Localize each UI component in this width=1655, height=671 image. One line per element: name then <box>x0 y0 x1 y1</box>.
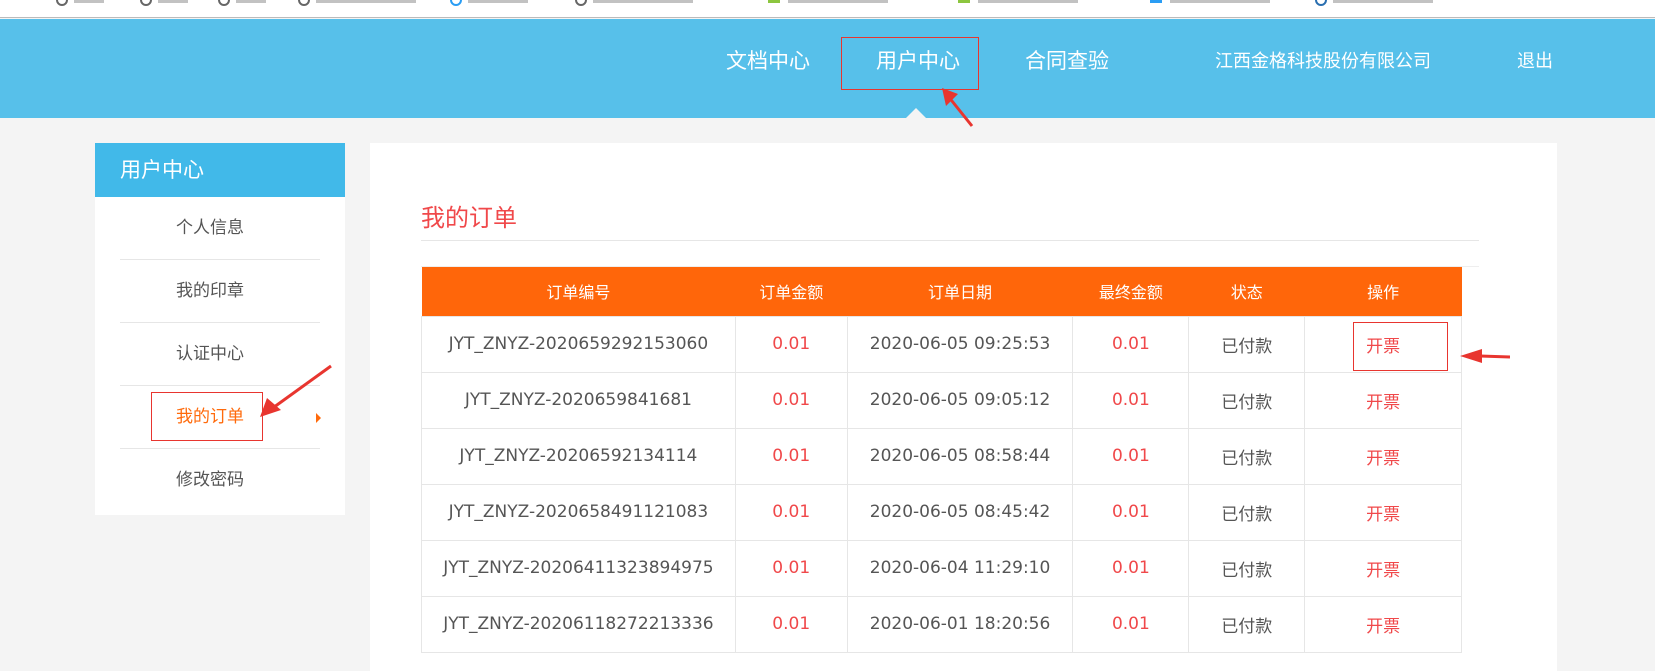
date: 2020-06-01 18:20:56 <box>846 595 1074 653</box>
sidebar-title: 用户中心 <box>95 143 345 197</box>
sidebar-item-orders[interactable]: 我的订单 <box>120 386 321 449</box>
bookmark-icon[interactable] <box>1315 0 1327 6</box>
sidebar-item-label: 认证中心 <box>176 344 244 364</box>
table-row: JYT_ZNYZ-2020659292153060 0.01 2020-06-05 … <box>421 315 1462 373</box>
status: 已付款 <box>1188 595 1306 653</box>
sidebar-item-seals[interactable]: 我的印章 <box>120 260 320 323</box>
invoice-button[interactable]: 开票 <box>1304 539 1462 597</box>
col-date: 订单日期 <box>847 267 1073 316</box>
annotation-arrow-icon <box>260 364 332 417</box>
final-amount: 0.01 <box>1072 371 1190 429</box>
final-amount: 0.01 <box>1072 595 1190 653</box>
nav-contract-verify[interactable]: 合同查验 <box>1025 49 1109 73</box>
final-amount: 0.01 <box>1072 427 1190 485</box>
annotation-box <box>1353 322 1448 371</box>
bookmark-icon[interactable] <box>450 0 462 6</box>
col-action: 操作 <box>1304 267 1462 316</box>
annotation-arrow-icon <box>942 88 974 127</box>
bookmark-icon[interactable] <box>575 0 587 6</box>
sidebar-item-profile[interactable]: 个人信息 <box>120 197 320 260</box>
bookmarks-bar <box>0 0 1655 18</box>
amount: 0.01 <box>734 427 848 485</box>
annotation-arrow-icon <box>1460 349 1510 363</box>
bookmark-icon[interactable] <box>218 0 230 6</box>
table-row: JYT_ZNYZ-2020658491121083 0.01 2020-06-05 … <box>421 483 1462 541</box>
nav-user-center[interactable]: 用户中心 <box>876 49 960 73</box>
sidebar: 用户中心 个人信息 我的印章 认证中心 我的订单 修改密码 <box>95 143 345 515</box>
sidebar-item-label: 个人信息 <box>176 218 244 238</box>
status: 已付款 <box>1188 483 1306 541</box>
table-header-row: 订单编号 订单金额 订单日期 最终金额 状态 操作 <box>421 267 1462 316</box>
top-header <box>0 19 1655 118</box>
date: 2020-06-05 09:25:53 <box>846 315 1074 373</box>
final-amount: 0.01 <box>1072 483 1190 541</box>
amount: 0.01 <box>734 539 848 597</box>
amount: 0.01 <box>734 595 848 653</box>
bookmark-icon[interactable] <box>56 0 68 6</box>
sidebar-item-label: 修改密码 <box>176 470 244 490</box>
orders-table: 订单编号 订单金额 订单日期 最终金额 状态 操作 JYT_ZNYZ-20206… <box>421 267 1462 653</box>
table-row: JYT_ZNYZ-20206592134114 0.01 2020-06-05 08… <box>421 427 1462 485</box>
final-amount: 0.01 <box>1072 315 1190 373</box>
sidebar-item-label: 我的订单 <box>176 407 244 427</box>
invoice-button[interactable]: 开票 <box>1304 595 1462 653</box>
sidebar-item-label: 我的印章 <box>176 281 244 301</box>
divider <box>421 240 1479 241</box>
order-no: JYT_ZNYZ-20206118272213336 <box>421 595 736 653</box>
amount: 0.01 <box>734 315 848 373</box>
date: 2020-06-05 08:58:44 <box>846 427 1074 485</box>
nav-docs[interactable]: 文档中心 <box>726 49 810 73</box>
order-no: JYT_ZNYZ-2020659841681 <box>421 371 736 429</box>
table-row: JYT_ZNYZ-20206411323894975 0.01 2020-06-04… <box>421 539 1462 597</box>
col-status: 状态 <box>1188 267 1305 316</box>
status: 已付款 <box>1188 371 1306 429</box>
col-order-no: 订单编号 <box>421 267 736 316</box>
order-no: JYT_ZNYZ-20206592134114 <box>421 427 736 485</box>
page-title: 我的订单 <box>421 204 517 232</box>
final-amount: 0.01 <box>1072 539 1190 597</box>
status: 已付款 <box>1188 539 1306 597</box>
caret-right-icon <box>316 413 321 423</box>
bookmark-icon[interactable] <box>140 0 152 6</box>
invoice-button[interactable]: 开票 <box>1304 427 1462 485</box>
date: 2020-06-05 08:45:42 <box>846 483 1074 541</box>
date: 2020-06-05 09:05:12 <box>846 371 1074 429</box>
table-row: JYT_ZNYZ-20206118272213336 0.01 2020-06-01… <box>421 595 1462 653</box>
status: 已付款 <box>1188 315 1306 373</box>
col-final-amount: 最终金额 <box>1072 267 1189 316</box>
active-nav-indicator <box>906 108 926 118</box>
main-panel: 我的订单 订单编号 订单金额 订单日期 最终金额 状态 操作 JYT_ZNYZ-… <box>370 143 1557 671</box>
amount: 0.01 <box>734 371 848 429</box>
order-no: JYT_ZNYZ-2020659292153060 <box>421 315 736 373</box>
annotation-box <box>841 37 979 90</box>
status: 已付款 <box>1188 427 1306 485</box>
divider <box>421 266 1479 267</box>
logout-link[interactable]: 退出 <box>1517 51 1553 72</box>
company-name[interactable]: 江西金格科技股份有限公司 <box>1215 51 1431 72</box>
sidebar-item-certification[interactable]: 认证中心 <box>120 323 320 386</box>
table-row: JYT_ZNYZ-2020659841681 0.01 2020-06-05 09:… <box>421 371 1462 429</box>
sidebar-item-change-password[interactable]: 修改密码 <box>120 449 320 512</box>
date: 2020-06-04 11:29:10 <box>846 539 1074 597</box>
col-amount: 订单金额 <box>735 267 848 316</box>
invoice-button[interactable]: 开票 <box>1304 483 1462 541</box>
order-no: JYT_ZNYZ-2020658491121083 <box>421 483 736 541</box>
amount: 0.01 <box>734 483 848 541</box>
invoice-button[interactable]: 开票 <box>1304 371 1462 429</box>
order-no: JYT_ZNYZ-20206411323894975 <box>421 539 736 597</box>
annotation-box <box>151 392 263 441</box>
bookmark-icon[interactable] <box>298 0 310 6</box>
